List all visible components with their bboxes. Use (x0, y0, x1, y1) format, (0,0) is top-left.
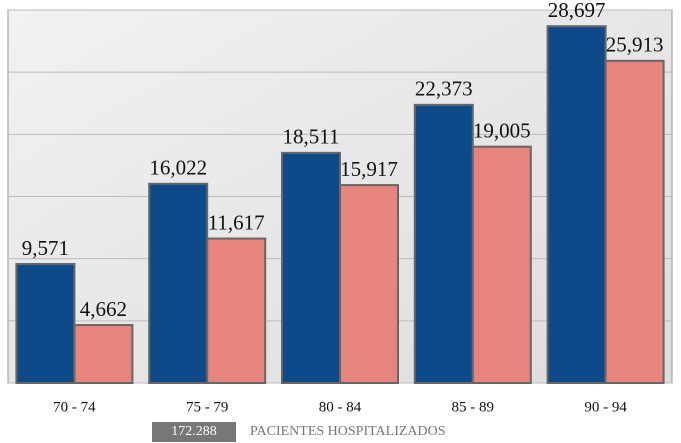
value-label: 25,913 (606, 33, 664, 57)
annotation-box-text: 172.288 (171, 424, 217, 439)
bar (339, 184, 399, 384)
annotation-text: PACIENTES HOSPITALIZADOS (250, 424, 446, 439)
bar (148, 182, 209, 384)
value-label: 22,373 (415, 77, 473, 101)
bar (413, 103, 474, 384)
value-label: 9,571 (22, 236, 69, 260)
value-label: 11,617 (208, 210, 265, 234)
bar (604, 59, 665, 384)
value-label: 16,022 (149, 156, 207, 180)
bar (15, 263, 76, 385)
x-tick-label: 75 - 79 (186, 399, 229, 415)
x-tick-label: 80 - 84 (319, 399, 362, 415)
x-tick-label: 90 - 94 (584, 399, 627, 415)
bar (206, 237, 267, 384)
value-label: 4,662 (80, 297, 127, 321)
bar (471, 145, 532, 384)
x-tick-label: 85 - 89 (452, 399, 495, 415)
x-tick-label: 70 - 74 (53, 399, 96, 415)
value-label: 18,511 (283, 125, 340, 149)
value-label: 28,697 (548, 0, 606, 22)
value-label: 15,917 (340, 157, 398, 181)
bar (281, 151, 341, 384)
bar (73, 324, 134, 384)
value-label: 19,005 (473, 119, 531, 143)
annotation-box (152, 422, 236, 442)
bar (546, 25, 607, 385)
